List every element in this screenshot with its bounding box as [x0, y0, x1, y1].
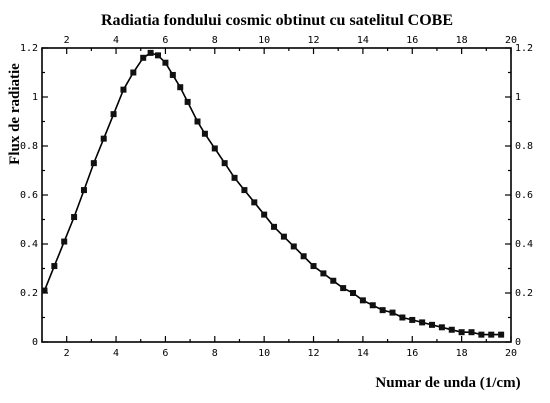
- x-tick-label-top: 4: [113, 35, 119, 46]
- data-point: [300, 253, 307, 260]
- data-point: [429, 321, 436, 328]
- y-tick-label-left: 0: [32, 337, 38, 348]
- x-tick-label-bottom: 12: [308, 348, 320, 359]
- data-point: [51, 263, 58, 270]
- data-point: [100, 135, 107, 142]
- chart-title: Radiatia fondului cosmic obtinut cu sate…: [101, 12, 453, 29]
- y-tick-label-left: 0.6: [20, 190, 38, 201]
- y-axis-label: Flux de radiatie: [7, 63, 23, 165]
- plot-frame: [41, 47, 512, 343]
- data-point: [201, 130, 208, 137]
- data-point: [271, 223, 278, 230]
- data-point: [330, 277, 337, 284]
- data-point: [194, 118, 201, 125]
- data-point: [478, 331, 485, 338]
- data-point: [438, 324, 445, 331]
- x-tick-label-top: 2: [64, 35, 70, 46]
- data-point: [379, 307, 386, 314]
- data-point: [369, 302, 376, 309]
- x-tick-label-top: 8: [212, 35, 218, 46]
- data-point: [61, 238, 68, 245]
- data-point: [80, 187, 87, 194]
- y-tick-label-left: 1: [32, 92, 38, 103]
- x-tick-label-top: 20: [505, 35, 517, 46]
- data-point: [419, 319, 426, 326]
- x-tick-label-bottom: 16: [406, 348, 418, 359]
- data-series: [41, 49, 505, 338]
- data-point: [110, 111, 117, 118]
- data-point: [290, 243, 297, 250]
- data-point: [90, 160, 97, 167]
- data-point: [251, 199, 258, 206]
- data-point: [310, 263, 317, 270]
- x-tick-label-top: 14: [357, 35, 369, 46]
- series-line: [43, 52, 502, 336]
- x-tick-label-top: 10: [258, 35, 270, 46]
- data-point: [320, 270, 327, 277]
- data-point: [41, 287, 48, 294]
- data-point: [350, 290, 357, 296]
- data-point: [359, 297, 366, 304]
- data-point: [448, 326, 455, 333]
- data-point: [155, 52, 162, 59]
- y-tick-label-left: 1.2: [20, 43, 38, 54]
- x-tick-label-bottom: 2: [64, 348, 70, 359]
- data-point: [120, 86, 127, 93]
- data-point: [389, 309, 396, 316]
- data-point: [468, 329, 475, 336]
- data-point: [409, 316, 416, 323]
- data-point: [261, 211, 268, 218]
- data-point: [147, 49, 154, 56]
- data-point: [221, 160, 228, 167]
- data-point: [140, 54, 147, 61]
- data-point: [458, 329, 465, 336]
- y-tick-label-right: 0.6: [515, 190, 533, 201]
- y-tick-label-right: 0.2: [515, 288, 533, 299]
- y-tick-label-left: 0.4: [20, 239, 38, 250]
- x-tick-label-bottom: 10: [258, 348, 270, 359]
- x-axis-label: Numar de unda (1/cm): [375, 375, 520, 391]
- y-tick-label-right: 0: [515, 337, 521, 348]
- y-tick-label-right: 0.4: [515, 239, 533, 250]
- data-point: [280, 233, 287, 240]
- x-tick-label-bottom: 6: [162, 348, 168, 359]
- data-point: [130, 69, 137, 76]
- data-point: [488, 331, 495, 338]
- data-point: [241, 187, 248, 194]
- x-tick-label-bottom: 18: [456, 348, 468, 359]
- data-point: [399, 314, 406, 321]
- data-point: [498, 331, 505, 338]
- y-tick-label-right: 0.8: [515, 141, 533, 152]
- data-point: [340, 285, 347, 292]
- x-tick-label-bottom: 8: [212, 348, 218, 359]
- x-tick-label-bottom: 4: [113, 348, 119, 359]
- data-point: [211, 145, 218, 152]
- x-tick-label-top: 12: [308, 35, 320, 46]
- data-point: [71, 214, 78, 221]
- data-point: [169, 71, 176, 78]
- y-tick-label-right: 1: [515, 92, 521, 103]
- data-point: [177, 84, 184, 91]
- y-tick-label-left: 0.8: [20, 141, 38, 152]
- data-point: [184, 98, 191, 105]
- y-tick-label-right: 1.2: [515, 43, 533, 54]
- data-point: [162, 59, 169, 66]
- x-tick-label-top: 16: [406, 35, 418, 46]
- x-tick-label-bottom: 20: [505, 348, 517, 359]
- x-tick-label-bottom: 14: [357, 348, 369, 359]
- y-tick-label-left: 0.2: [20, 288, 38, 299]
- x-tick-label-top: 6: [162, 35, 168, 46]
- data-point: [231, 174, 238, 181]
- x-tick-label-top: 18: [456, 35, 468, 46]
